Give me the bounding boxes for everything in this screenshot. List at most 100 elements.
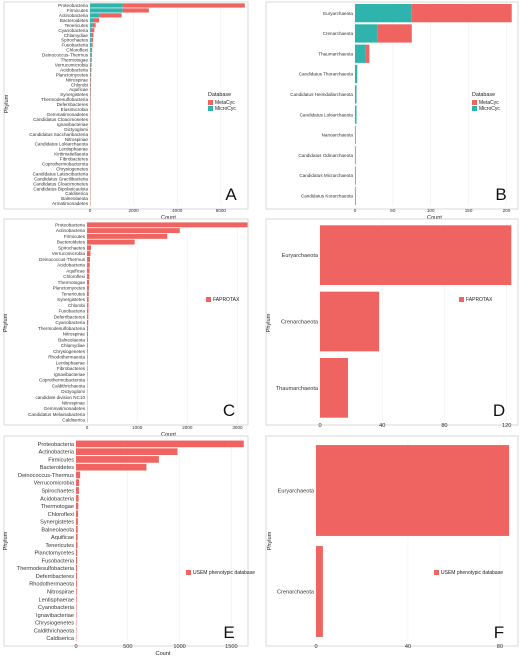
bar xyxy=(76,518,78,525)
y-tick-label: Verrucomicrobia xyxy=(55,62,89,67)
bar xyxy=(76,557,78,564)
bar xyxy=(76,588,77,595)
y-tick-label: Candidatus Cloacimonetes xyxy=(33,117,89,122)
y-tick-label: Rhodothermaeota xyxy=(29,582,75,588)
x-tick-label: 0 xyxy=(314,644,317,650)
y-tick-label: Thermodesulfobacteria xyxy=(17,566,75,572)
bar-metacyc xyxy=(122,8,149,13)
y-tick-label: Nitrospirae xyxy=(66,77,89,82)
x-tick-label: 2000 xyxy=(128,208,139,213)
bar-metacyc xyxy=(90,67,92,72)
y-tick-label: Spirochaetes xyxy=(41,489,74,495)
panel-frame xyxy=(265,1,519,210)
y-tick-label: Caldithrichaeota xyxy=(52,383,86,388)
bar xyxy=(76,611,77,619)
y-tick-label: Fusobacteria xyxy=(42,558,75,564)
y-tick-label: Coprothermobacterota xyxy=(39,378,85,383)
bar xyxy=(87,337,88,343)
bar xyxy=(320,291,380,352)
bar xyxy=(87,302,89,308)
x-tick-label: 40 xyxy=(379,423,385,429)
bar xyxy=(87,251,91,257)
bar-metacyc xyxy=(377,24,412,43)
y-tick-label: Ignavibacteriae xyxy=(36,613,74,619)
bar-metacyc xyxy=(90,72,92,77)
y-tick-label: Chlamydiae xyxy=(64,33,89,38)
x-axis-title: Count xyxy=(161,432,176,438)
y-tick-label: Chrysiogenetes xyxy=(53,349,86,354)
bar xyxy=(316,445,510,536)
y-tick-label: Euryarchaeota xyxy=(323,11,353,16)
y-tick-label: candidate division NC10 xyxy=(35,395,85,400)
x-tick-label: 80 xyxy=(497,644,503,650)
y-tick-label: Acidobacteria xyxy=(40,496,75,502)
bar xyxy=(76,564,78,572)
x-axis-title: Count xyxy=(427,215,442,221)
y-tick-label: Coprothermobacterota xyxy=(42,162,88,167)
y-tick-label: Candidatus Micrarchaeota xyxy=(299,173,353,178)
legend-label: FAPROTAX xyxy=(466,297,493,303)
bar xyxy=(76,440,244,448)
y-tick-label: Dictyoglomi xyxy=(64,127,88,132)
y-tick-label: Cyanobacteria xyxy=(38,605,75,611)
y-tick-label: Acidobacteria xyxy=(57,263,85,268)
x-tick-label: 3000 xyxy=(232,425,243,430)
legend-swatch xyxy=(208,100,213,105)
bar xyxy=(87,297,89,302)
y-tick-label: Candidatus Gracilibacteria xyxy=(34,176,88,181)
x-tick-label: 2000 xyxy=(182,425,193,430)
bar xyxy=(87,308,89,314)
x-tick-label: 4000 xyxy=(172,208,183,213)
panel-e: 0 500 1000 1500 Proteobacteria Actinobacteria… xyxy=(3,435,255,657)
bar-metacyc xyxy=(93,18,100,23)
bar-microcyc xyxy=(90,57,91,63)
bar xyxy=(320,357,348,418)
y-tick-label: Lentisphaerae xyxy=(39,597,74,603)
y-tick-label: Firmicutes xyxy=(67,8,89,13)
bar-microcyc xyxy=(90,67,91,72)
bar-microcyc xyxy=(90,18,94,23)
y-tick-label: Thermodesulfobacteria xyxy=(38,326,85,331)
bar xyxy=(76,603,77,611)
bar-microcyc xyxy=(355,4,412,23)
x-tick-label: 150 xyxy=(465,208,473,213)
y-tick-label: Thermotogae xyxy=(41,504,74,510)
bar-microcyc xyxy=(90,3,123,8)
y-tick-label: Thermodesulfobacteria xyxy=(41,97,88,102)
y-tick-label: Verrucomicrobia xyxy=(34,481,75,487)
panel-c: 0 1000 2000 3000 ProteobacteriaActinobacteri… xyxy=(3,218,249,438)
x-tick-label: 1000 xyxy=(173,644,185,650)
bar xyxy=(76,456,159,463)
y-tick-label: Candidatus Lokiarchaeota xyxy=(35,142,89,147)
bar-metacyc xyxy=(90,92,91,97)
panel-frame xyxy=(3,435,249,647)
bar-microcyc xyxy=(355,146,356,165)
bar xyxy=(87,274,90,280)
bar-metacyc xyxy=(92,23,96,28)
y-tick-label: Euryarchaeota xyxy=(278,489,315,495)
panel-frame xyxy=(3,1,249,210)
bar xyxy=(87,325,89,331)
bar-microcyc xyxy=(90,38,92,43)
bar-microcyc xyxy=(355,186,356,205)
x-tick-label: 0 xyxy=(89,208,92,213)
y-tick-label: Thaumarchaeota xyxy=(276,386,319,392)
legend-swatch xyxy=(472,106,477,111)
y-tick-label: Deinococcus-Thermus xyxy=(39,257,86,262)
bar-microcyc xyxy=(355,125,356,145)
y-tick-label: Euryarchaeota xyxy=(282,253,319,259)
panel-letter: E xyxy=(223,623,234,642)
y-tick-label: Spirochaetes xyxy=(61,38,89,43)
bar-metacyc xyxy=(90,57,92,63)
bar xyxy=(87,354,88,360)
x-tick-label: 100 xyxy=(427,208,435,213)
y-tick-label: Thermotogae xyxy=(61,58,89,63)
bar-metacyc xyxy=(122,3,245,8)
y-tick-label: Tenericutes xyxy=(62,291,86,296)
y-tick-label: Candidatus Melainabacteria xyxy=(28,412,85,417)
bar xyxy=(76,487,79,494)
legend-label: MicroCyc xyxy=(215,106,236,112)
legend-swatch xyxy=(186,570,191,575)
y-tick-label: Candidatus Korarchaeota xyxy=(301,193,354,198)
